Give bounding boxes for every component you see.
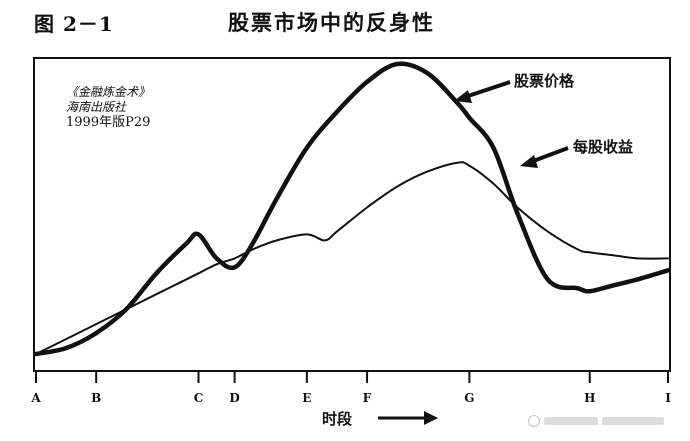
x-tick-label: D bbox=[229, 391, 239, 405]
series-line-eps bbox=[35, 161, 669, 355]
x-tick-label: H bbox=[584, 391, 595, 405]
x-axis: A B C D E F G H I bbox=[30, 370, 671, 405]
eps-arrow bbox=[520, 146, 569, 168]
price-arrow bbox=[454, 80, 511, 103]
x-tick-label: G bbox=[464, 391, 474, 405]
x-tick-label: I bbox=[665, 391, 671, 405]
x-axis-title: 时段 bbox=[322, 410, 353, 428]
figure-title: 股票市场中的反身性 bbox=[228, 10, 435, 35]
x-tick-label: A bbox=[30, 391, 41, 405]
series-label-eps: 每股收益 bbox=[573, 138, 634, 156]
time-arrow bbox=[378, 411, 438, 425]
watermark-bar bbox=[544, 417, 598, 425]
annotation-arrows bbox=[378, 80, 569, 425]
watermark-logo bbox=[522, 412, 672, 430]
watermark-bar bbox=[602, 417, 664, 425]
plot-frame bbox=[33, 57, 671, 372]
series-line-price bbox=[33, 61, 671, 357]
source-edition: 1999年版P29 bbox=[66, 115, 151, 130]
x-tick-label: C bbox=[194, 391, 204, 405]
x-tick-label: F bbox=[363, 391, 372, 405]
figure-number: 图 2－1 bbox=[34, 12, 114, 36]
watermark-icon bbox=[528, 415, 540, 427]
series-layer bbox=[33, 61, 671, 357]
x-tick-label: E bbox=[302, 391, 311, 405]
source-publisher: 海南出版社 bbox=[66, 100, 127, 114]
series-label-price: 股票价格 bbox=[514, 72, 575, 90]
source-book-title: 《金融炼金术》 bbox=[66, 85, 151, 99]
x-tick-label: B bbox=[91, 391, 101, 405]
